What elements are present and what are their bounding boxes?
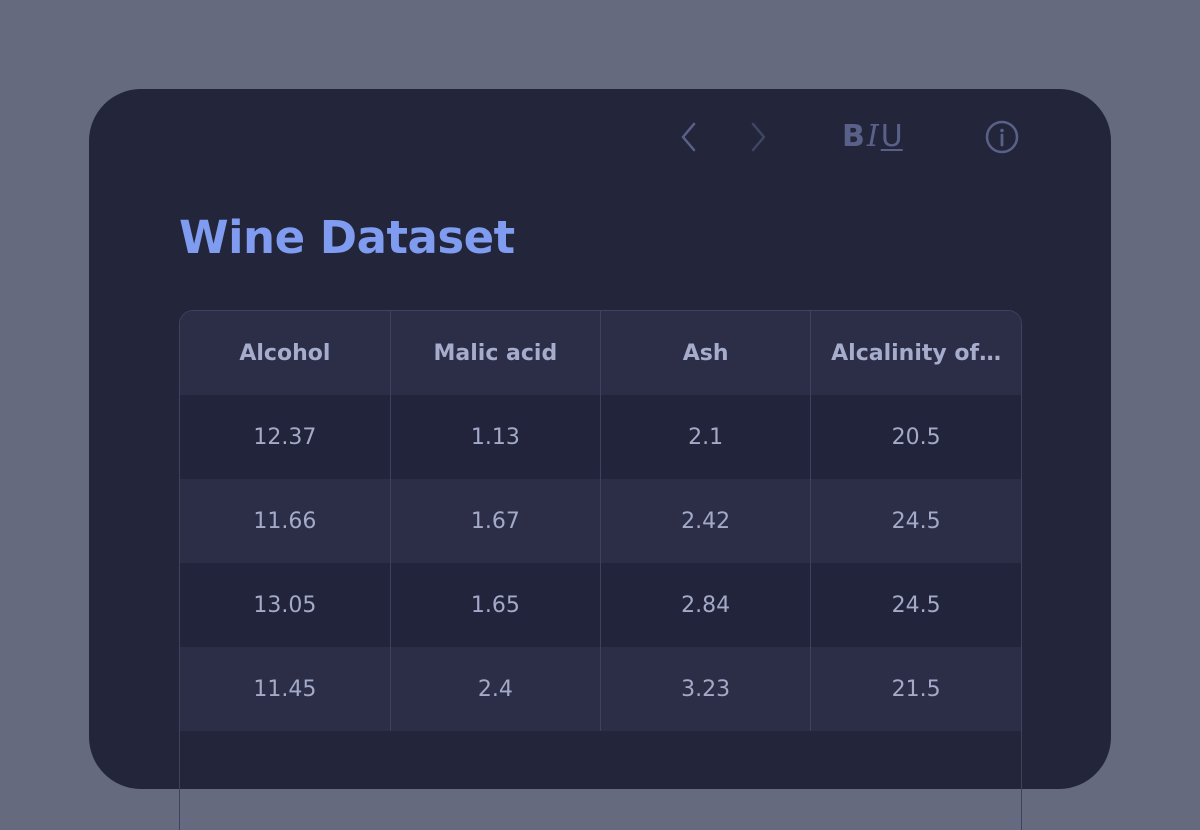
table-row: 12.37 1.13 2.1 20.5 <box>180 395 1021 479</box>
info-button[interactable] <box>983 118 1021 156</box>
table-cell: 11.66 <box>180 479 391 563</box>
table-row: 11.66 1.67 2.42 24.5 <box>180 479 1021 563</box>
back-button[interactable] <box>675 119 703 155</box>
table-cell: 11.45 <box>180 647 391 731</box>
table-cell: 2.1 <box>600 395 812 479</box>
page-title: Wine Dataset <box>179 211 515 264</box>
data-table: Alcohol Malic acid Ash Alcalinity of… 12… <box>179 310 1022 830</box>
table-row: 11.45 2.4 3.23 21.5 <box>180 647 1021 731</box>
text-format-group: B I U <box>842 117 903 157</box>
column-header-malic-acid[interactable]: Malic acid <box>390 311 602 395</box>
chevron-right-icon <box>751 122 766 152</box>
table-cell: 21.5 <box>810 647 1021 731</box>
table-cell: 12.37 <box>180 395 391 479</box>
table-row: 13.05 1.65 2.84 24.5 <box>180 563 1021 647</box>
dataset-card: B I U Wine Dataset Alcohol Malic acid As… <box>89 89 1111 830</box>
underline-button[interactable]: U <box>880 119 903 154</box>
table-cell: 1.67 <box>390 479 602 563</box>
info-circle-icon <box>985 120 1019 154</box>
table-cell: 20.5 <box>810 395 1021 479</box>
table-cell: 3.23 <box>600 647 812 731</box>
chevron-left-icon <box>681 122 696 152</box>
table-cell: 2.84 <box>600 563 812 647</box>
forward-button[interactable] <box>744 119 772 155</box>
table-header-row: Alcohol Malic acid Ash Alcalinity of… <box>180 311 1021 395</box>
table-cell: 1.13 <box>390 395 602 479</box>
italic-button[interactable]: I <box>866 119 879 154</box>
table-cell: 24.5 <box>810 479 1021 563</box>
column-header-ash[interactable]: Ash <box>600 311 812 395</box>
table-cell: 2.42 <box>600 479 812 563</box>
column-header-alcohol[interactable]: Alcohol <box>180 311 391 395</box>
table-cell: 1.65 <box>390 563 602 647</box>
bold-button[interactable]: B <box>842 119 865 154</box>
table-cell: 2.4 <box>390 647 602 731</box>
table-cell: 13.05 <box>180 563 391 647</box>
table-cell: 24.5 <box>810 563 1021 647</box>
column-header-alcalinity[interactable]: Alcalinity of… <box>810 311 1021 395</box>
